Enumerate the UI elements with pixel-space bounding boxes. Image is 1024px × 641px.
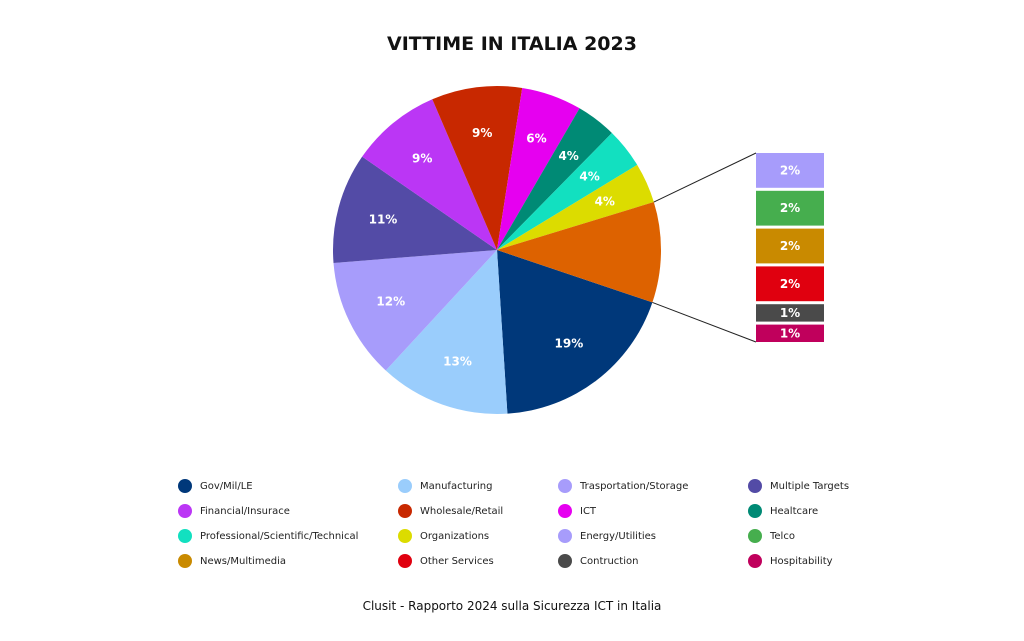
legend-label: ICT bbox=[580, 505, 597, 517]
legend-swatch bbox=[398, 554, 412, 568]
pie-slice-gov-mil-le bbox=[497, 250, 653, 414]
pie-slice-professional-scientific-technical bbox=[497, 132, 638, 250]
legend-item-ict: ICT bbox=[558, 503, 596, 519]
legend-swatch bbox=[558, 554, 572, 568]
legend-swatch bbox=[748, 479, 762, 493]
bar-segment-hospitability bbox=[756, 324, 824, 342]
chart-title: VITTIME IN ITALIA 2023 bbox=[387, 33, 637, 55]
legend-label: Telco bbox=[770, 530, 795, 542]
legend-label: Multiple Targets bbox=[770, 480, 850, 492]
legend-item-professional-scientific-technical: Professional/Scientific/Technical bbox=[178, 528, 358, 544]
pie-slice-trasportation-storage bbox=[333, 250, 497, 371]
connector-line-bottom bbox=[652, 301, 757, 343]
legend-item-trasportation-storage: Trasportation/Storage bbox=[558, 478, 688, 494]
legend-swatch bbox=[748, 529, 762, 543]
legend-label: Other Services bbox=[420, 555, 494, 567]
bar-segment-contruction bbox=[756, 304, 824, 322]
bar-segment-energy-utilities bbox=[756, 153, 824, 188]
legend-item-other-services: Other Services bbox=[398, 553, 494, 569]
slice-label-financial-insurace: 9% bbox=[412, 152, 432, 166]
legend-item-energy-utilities: Energy/Utilities bbox=[558, 528, 656, 544]
slice-label-multiple-targets: 11% bbox=[369, 212, 398, 226]
legend-swatch bbox=[178, 479, 192, 493]
legend-item-healtcare: Healtcare bbox=[748, 503, 818, 519]
pie-slice-multiple-targets bbox=[333, 156, 497, 263]
legend-label: Hospitability bbox=[770, 555, 833, 567]
legend-label: Healtcare bbox=[770, 505, 819, 517]
legend-swatch bbox=[558, 504, 572, 518]
legend-swatch bbox=[398, 504, 412, 518]
connector-line-top bbox=[653, 152, 757, 203]
bar-label-telco: 2% bbox=[780, 201, 800, 215]
slice-label-manufacturing: 13% bbox=[443, 354, 472, 368]
slice-label-organizations: 4% bbox=[595, 195, 615, 209]
bar-segment-other-services bbox=[756, 266, 824, 302]
bar-segment-telco bbox=[756, 190, 824, 226]
legend-item-contruction: Contruction bbox=[558, 553, 638, 569]
bar-label-hospitability: 1% bbox=[780, 326, 800, 340]
slice-label-wholesale-retail: 9% bbox=[472, 126, 492, 140]
slice-label-healtcare: 4% bbox=[558, 149, 578, 163]
legend-swatch bbox=[558, 529, 572, 543]
legend-label: Manufacturing bbox=[420, 480, 493, 492]
legend-item-multiple-targets: Multiple Targets bbox=[748, 478, 849, 494]
bar-label-contruction: 1% bbox=[780, 306, 800, 320]
pie: 19%13%12%11%9%9% 6%4%4%4% bbox=[333, 86, 661, 414]
pie-slice-healtcare bbox=[497, 108, 612, 251]
legend-item-wholesale-retail: Wholesale/Retail bbox=[398, 503, 503, 519]
legend-label: Professional/Scientific/Technical bbox=[200, 530, 359, 542]
legend-label: Wholesale/Retail bbox=[420, 505, 504, 517]
source-caption: Clusit - Rapporto 2024 sulla Sicurezza I… bbox=[362, 599, 662, 613]
legend-swatch bbox=[748, 554, 762, 568]
legend-item-news-multimedia: News/Multimedia bbox=[178, 553, 286, 569]
slice-label-ict: 6% bbox=[526, 132, 546, 146]
pie-slice-organizations bbox=[497, 164, 654, 250]
pie-slice-financial-insurace bbox=[362, 99, 497, 250]
legend-label: Organizations bbox=[420, 530, 490, 542]
legend-item-financial-insurace: Financial/Insurace bbox=[178, 503, 290, 519]
bar-segment-news-multimedia bbox=[756, 228, 824, 264]
legend-label: Gov/Mil/LE bbox=[200, 480, 253, 492]
bar-label-news-multimedia: 2% bbox=[780, 239, 800, 253]
connector-lines bbox=[652, 152, 757, 343]
legend-swatch bbox=[748, 504, 762, 518]
legend-item-gov-mil-le: Gov/Mil/LE bbox=[178, 478, 253, 494]
legend-item-organizations: Organizations bbox=[398, 528, 489, 544]
legend-item-manufacturing: Manufacturing bbox=[398, 478, 492, 494]
legend-item-hospitability: Hospitability bbox=[748, 553, 833, 569]
legend-item-telco: Telco bbox=[748, 528, 795, 544]
legend-swatch bbox=[178, 554, 192, 568]
legend-swatch bbox=[178, 529, 192, 543]
legend-swatch bbox=[558, 479, 572, 493]
legend-label: News/Multimedia bbox=[200, 555, 286, 567]
legend-swatch bbox=[178, 504, 192, 518]
pie-slice-wholesale-retail bbox=[432, 86, 523, 251]
slice-label-gov-mil-le: 19% bbox=[555, 337, 584, 351]
legend-label: Energy/Utilities bbox=[580, 530, 657, 542]
legend-swatch bbox=[398, 479, 412, 493]
legend-label: Trasportation/Storage bbox=[580, 480, 689, 492]
slice-label-trasportation-storage: 12% bbox=[376, 295, 405, 309]
pie-slice-manufacturing bbox=[385, 250, 508, 414]
legend-label: Financial/Insurace bbox=[200, 505, 290, 517]
pie-slice-ict bbox=[497, 87, 580, 251]
bar-label-energy-utilities: 2% bbox=[780, 163, 800, 177]
slice-label-professional-scientific-technical: 4% bbox=[579, 170, 599, 184]
breakdown-bar: 2% 2% 2% 2% 1% 1% bbox=[756, 153, 824, 342]
pie-slice-other bbox=[497, 202, 661, 303]
legend-swatch bbox=[398, 529, 412, 543]
legend-label: Contruction bbox=[580, 555, 639, 567]
bar-label-other-services: 2% bbox=[780, 277, 800, 291]
